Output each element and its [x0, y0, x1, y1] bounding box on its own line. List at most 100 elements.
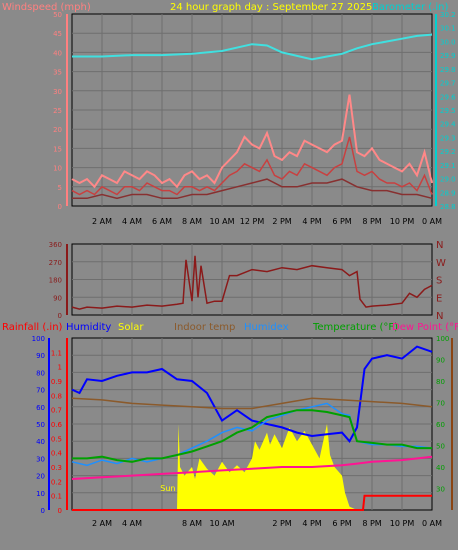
wind-y-tick-label: 10 — [53, 165, 62, 173]
wind-y-tick-label: 15 — [53, 145, 62, 153]
baro-y-tick-label: 29.8 — [440, 66, 456, 74]
compass-label: W — [436, 258, 446, 269]
humidity-y-tick-label: 100 — [32, 335, 45, 343]
temperature-line — [72, 409, 432, 463]
indoor-temp-line — [71, 397, 433, 410]
wind-y-tick-label: 30 — [53, 88, 62, 96]
direction-y-tick-label: 90 — [53, 294, 62, 302]
wind-gust-line — [71, 94, 433, 189]
barometer-axis-title: Barometer (.in) — [372, 2, 448, 13]
wind-min-line — [72, 178, 433, 200]
x-tick-label: 8 PM — [362, 519, 381, 528]
x-tick-label: 10 AM — [209, 217, 234, 226]
x-tick-label: 2 AM — [92, 519, 112, 528]
x-tick-label: 8 PM — [362, 217, 381, 226]
legend-humidex: Humidex — [244, 322, 289, 333]
x-tick-label: 0 AM — [422, 217, 442, 226]
baro-y-tick-label: 30.1 — [440, 25, 456, 33]
humidity-y-tick-label: 0 — [41, 507, 45, 515]
humidity-y-tick-label: 80 — [36, 369, 45, 377]
rain-y-tick-label: 0 — [58, 507, 62, 515]
wind-y-tick-label: 25 — [53, 107, 62, 115]
rain-y-tick-label: 1 — [58, 364, 62, 372]
rain-y-tick-label: 0.3 — [51, 464, 62, 472]
direction-y-tick-label: 270 — [49, 259, 62, 267]
x-tick-label: 2 PM — [272, 519, 291, 528]
temp-y-tick-label: 40 — [436, 464, 445, 472]
temp-y-tick-label: 30 — [436, 486, 445, 494]
x-tick-label: 6 AM — [152, 217, 172, 226]
baro-y-tick-label: 29.2 — [440, 148, 456, 156]
barometer-line — [72, 33, 433, 61]
chart-title: 24 hour graph day : September 27 2025 — [170, 2, 372, 13]
baro-y-tick-label: 28.8 — [440, 203, 456, 211]
wind-direction-line — [71, 255, 433, 310]
rain-y-tick-label: 0.9 — [51, 378, 62, 386]
humidity-y-tick-label: 70 — [36, 387, 45, 395]
temp-y-tick-label: 80 — [436, 378, 445, 386]
humidity-y-tick-label: 60 — [36, 404, 45, 412]
baro-y-tick-label: 30.0 — [440, 38, 456, 46]
rain-y-tick-label: 0.5 — [51, 435, 62, 443]
x-tick-label: 6 PM — [332, 217, 351, 226]
direction-y-tick-label: 180 — [49, 277, 62, 285]
baro-y-tick-label: 29.6 — [440, 93, 456, 101]
x-tick-label: 10 PM — [390, 519, 415, 528]
temp-y-tick-label: 100 — [436, 335, 449, 343]
rainfall-line — [72, 494, 432, 511]
x-tick-label: 4 AM — [122, 217, 142, 226]
humidex-line — [71, 402, 433, 467]
x-tick-label: 8 AM — [182, 519, 202, 528]
rain-y-tick-label: 0.8 — [51, 392, 62, 400]
x-tick-label: 0 AM — [422, 519, 442, 528]
wind-y-tick-label: 40 — [53, 49, 62, 57]
humidity-y-tick-label: 30 — [36, 455, 45, 463]
temp-y-tick-label: 90 — [436, 357, 445, 365]
x-tick-label: 6 PM — [332, 519, 351, 528]
temp-y-tick-label: 60 — [436, 421, 445, 429]
baro-y-tick-label: 29.1 — [440, 162, 456, 170]
wind-y-tick-label: 50 — [53, 11, 62, 19]
legend-dew-point: Dew Point (°F) — [392, 322, 458, 333]
x-tick-label: 4 PM — [302, 519, 321, 528]
x-tick-label: 12 PM — [240, 217, 265, 226]
rain-y-tick-label: 0.7 — [51, 407, 62, 415]
baro-y-tick-label: 29.4 — [440, 121, 456, 129]
x-tick-label: 4 AM — [122, 519, 142, 528]
baro-y-tick-label: 29.7 — [440, 80, 456, 88]
rain-y-tick-label: 0.1 — [51, 493, 62, 501]
temp-y-tick-label: 50 — [436, 443, 445, 451]
direction-y-tick-label: 0 — [58, 312, 62, 320]
wind-y-tick-label: 0 — [58, 203, 62, 211]
x-tick-label: 2 AM — [92, 217, 112, 226]
legend-indoor-temp: Indoor temp — [174, 322, 235, 333]
legend-solar: Solar — [118, 322, 144, 333]
humidity-y-tick-label: 40 — [36, 438, 45, 446]
compass-label: N — [436, 240, 443, 251]
baro-y-tick-label: 29.0 — [440, 176, 456, 184]
dew-point-line — [71, 455, 433, 480]
baro-y-tick-label: 30.2 — [440, 11, 456, 19]
x-tick-label: 10 AM — [209, 519, 234, 528]
rain-y-tick-label: 0.2 — [51, 478, 62, 486]
wind-y-tick-label: 5 — [58, 184, 62, 192]
x-tick-label: 4 PM — [302, 217, 321, 226]
wind-avg-line — [71, 136, 433, 196]
legend-temperature: Temperature (°F) — [312, 322, 398, 333]
rain-y-tick-label: 0.6 — [51, 421, 63, 429]
rain-y-tick-label: 0.4 — [51, 450, 63, 458]
x-tick-label: 8 AM — [182, 217, 202, 226]
humidity-y-tick-label: 20 — [36, 473, 45, 481]
x-tick-label: 2 PM — [272, 217, 291, 226]
baro-y-tick-label: 29.5 — [440, 107, 456, 115]
sun-label: Sun — [160, 484, 175, 493]
legend-rainfall: Rainfall (.in) — [2, 322, 63, 333]
wind-y-tick-label: 20 — [53, 126, 62, 134]
rain-y-tick-label: 1.1 — [51, 349, 62, 357]
wind-y-tick-label: 45 — [53, 30, 62, 38]
direction-y-tick-label: 360 — [49, 241, 62, 249]
baro-y-tick-label: 29.3 — [440, 134, 456, 142]
legend-humidity: Humidity — [66, 322, 111, 333]
